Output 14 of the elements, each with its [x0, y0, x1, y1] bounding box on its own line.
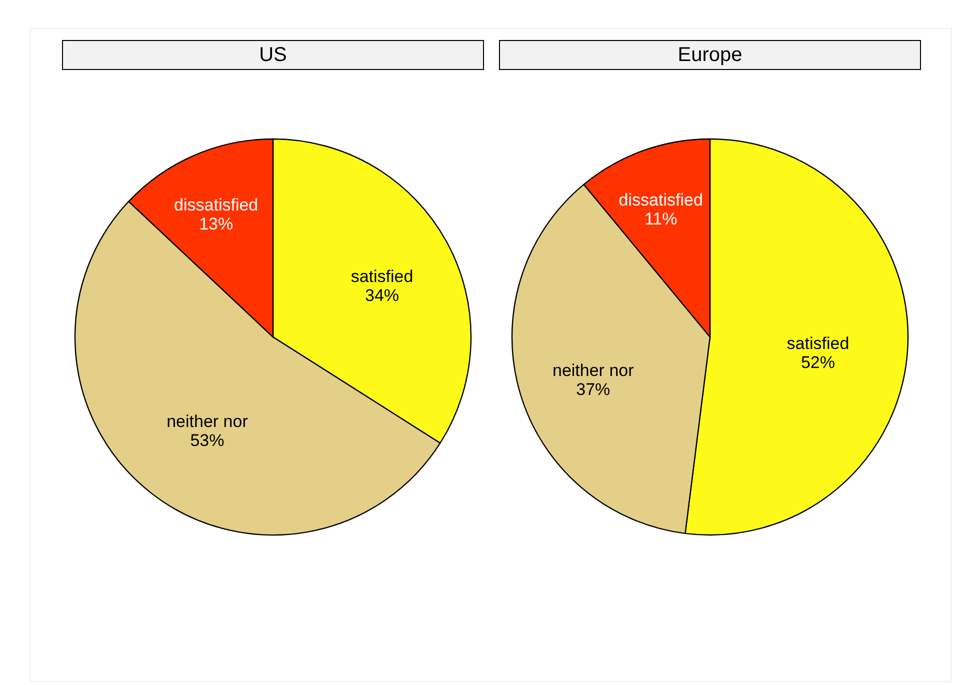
data-label: 34%	[364, 286, 400, 306]
slice-label: neither nor	[166, 412, 248, 431]
slice-label: dissatisfied	[618, 190, 703, 210]
data-label: 53%	[190, 430, 224, 450]
chart-title: Europe	[499, 40, 921, 70]
data-label: 37%	[576, 380, 610, 399]
slice-label: neither nor	[552, 360, 634, 380]
data-label: 13%	[199, 214, 234, 234]
slice-label: satisfied	[786, 334, 850, 353]
data-label: 52%	[800, 352, 835, 372]
data-label: 11%	[644, 209, 678, 228]
chart-title: US	[62, 40, 484, 70]
slice-label: dissatisfied	[174, 195, 258, 214]
slice-label: satisfied	[350, 267, 414, 286]
